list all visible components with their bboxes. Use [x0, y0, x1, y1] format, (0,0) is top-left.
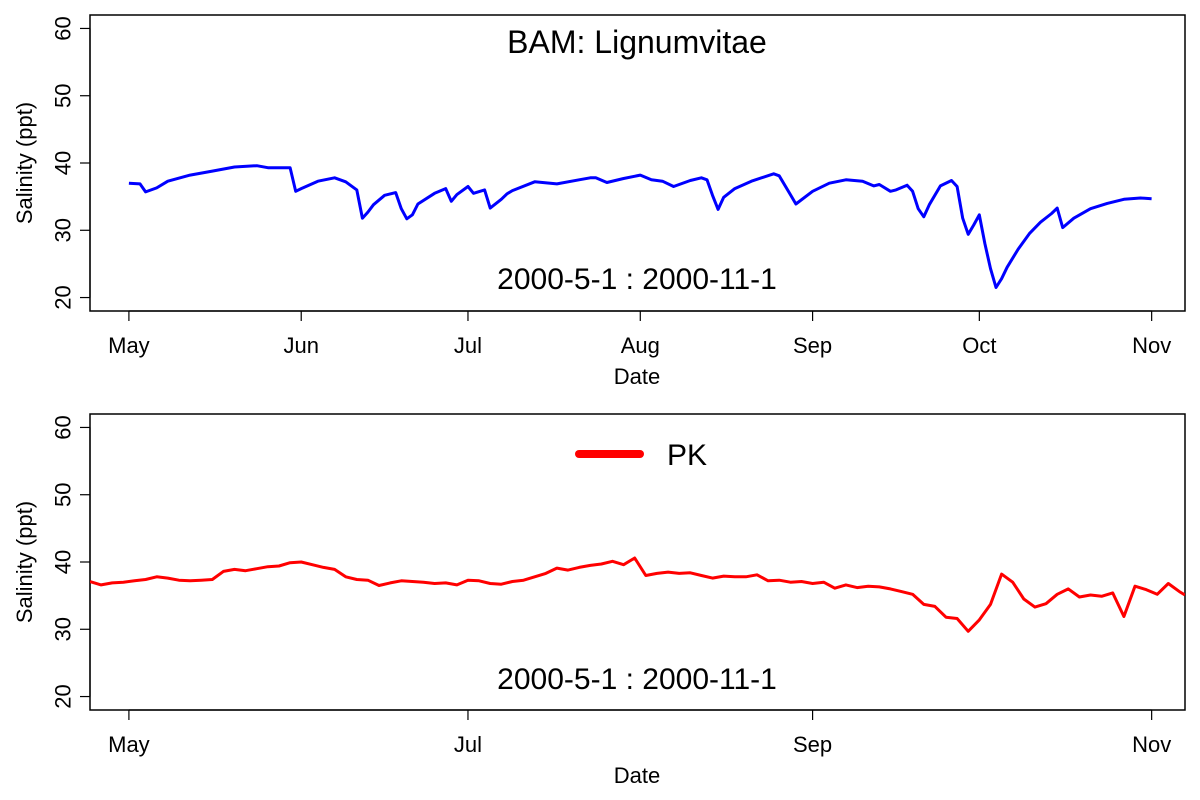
- legend-label: PK: [667, 439, 707, 472]
- chart-title: BAM: Lignumvitae: [507, 24, 767, 60]
- y-tick-label: 50: [51, 83, 76, 107]
- y-axis-title: Salinity (ppt): [12, 102, 37, 224]
- y-tick-label: 60: [51, 16, 76, 40]
- x-axis: May Jun Jul Aug Sep Oct Nov: [108, 310, 1171, 358]
- x-tick-label: May: [108, 333, 150, 358]
- y-tick-label: 40: [51, 151, 76, 175]
- series-layer: [90, 556, 1185, 633]
- legend: PK: [575, 439, 707, 472]
- x-axis-title: Date: [614, 763, 660, 788]
- date-range-annotation: 2000-5-1 : 2000-11-1: [497, 263, 777, 296]
- date-range-annotation: 2000-5-1 : 2000-11-1: [497, 663, 777, 696]
- y-tick-label: 20: [51, 285, 76, 309]
- y-tick-label: 30: [51, 218, 76, 242]
- y-tick-label: 20: [51, 684, 76, 708]
- y-axis-title: Salinity (ppt): [12, 501, 37, 623]
- series-layer: [128, 164, 1152, 289]
- salinity-series-line-1: [128, 164, 1152, 289]
- x-tick-label: Sep: [793, 333, 832, 358]
- x-tick-label: Sep: [793, 732, 832, 757]
- x-tick-label: Nov: [1132, 333, 1171, 358]
- x-axis: May Jul Sep Nov: [108, 709, 1171, 757]
- x-tick-label: Oct: [962, 333, 996, 358]
- x-tick-label: Nov: [1132, 732, 1171, 757]
- x-tick-label: Jul: [454, 333, 482, 358]
- salinity-panel-pk: 20 30 40 50 60 May Jul Sep Nov PK 2000-5-1 : 20…: [12, 413, 1186, 788]
- y-axis: 20 30 40 50 60: [51, 16, 91, 310]
- salinity-panel-lignumvitae: 20 30 40 50 60 May Jun Jul Aug Sep Oct Nov BAM: Li…: [12, 14, 1186, 389]
- x-tick-label: Jun: [283, 333, 318, 358]
- x-tick-label: May: [108, 732, 150, 757]
- x-tick-label: Jul: [454, 732, 482, 757]
- y-tick-label: 40: [51, 550, 76, 574]
- salinity-series-line-1: [90, 556, 1185, 633]
- y-axis: 20 30 40 50 60: [51, 415, 91, 709]
- y-tick-label: 50: [51, 482, 76, 506]
- x-axis-title: Date: [614, 364, 660, 389]
- x-tick-label: Aug: [621, 333, 660, 358]
- y-tick-label: 60: [51, 415, 76, 439]
- y-tick-label: 30: [51, 617, 76, 641]
